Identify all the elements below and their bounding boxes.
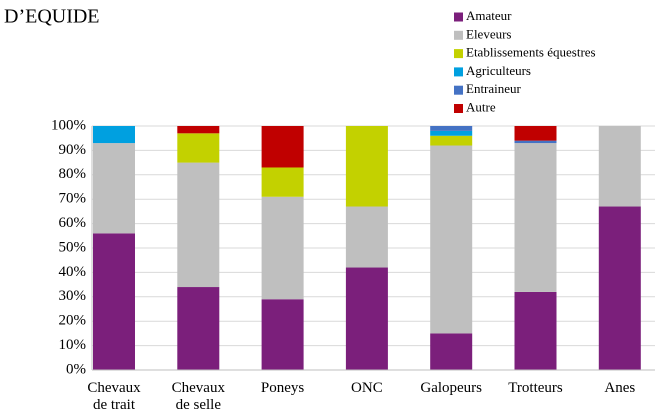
bar-segment (177, 126, 220, 134)
legend-label: Eleveurs (466, 26, 511, 41)
bar-segment (345, 267, 388, 370)
bar-segment (345, 126, 388, 207)
y-tick-label: 60% (59, 215, 87, 231)
x-tick-label: Chevaux de selle (171, 380, 225, 413)
x-tick-label: Trotteurs (508, 380, 563, 396)
y-tick-label: 0% (66, 361, 86, 377)
bar-segment (598, 206, 641, 370)
legend-swatch (454, 67, 463, 77)
bar-segment (430, 126, 473, 131)
y-tick-label: 20% (59, 313, 87, 329)
legend-swatch (454, 30, 463, 40)
y-tick-label: 80% (59, 166, 87, 182)
legend-label: Entraineur (466, 81, 522, 96)
legend-label: Amateur (466, 8, 512, 23)
bar-segment (261, 167, 304, 197)
bar-segment (261, 196, 304, 300)
y-tick-label: 90% (59, 142, 87, 158)
bar-segment (514, 126, 557, 141)
bar-segment (93, 143, 135, 234)
bar-segment (514, 140, 557, 144)
bar-segment (261, 126, 304, 168)
bar-segment (177, 162, 220, 288)
bar-segment (177, 133, 220, 163)
x-tick-label: Chevaux de trait (87, 380, 141, 413)
x-tick-label: Galopeurs (420, 380, 483, 396)
y-tick-label: 40% (59, 264, 87, 280)
legend-swatch (454, 104, 463, 113)
y-tick-label: 100% (51, 117, 86, 133)
bar-segment (514, 143, 557, 292)
legend-swatch (454, 85, 463, 95)
bar-segment (598, 126, 641, 207)
bar-segment (261, 299, 304, 370)
bar-segment (430, 135, 473, 146)
legend-label: Agriculteurs (466, 63, 531, 78)
bar-segment (93, 126, 135, 144)
bar-segment (430, 130, 473, 136)
legend-swatch (454, 49, 463, 59)
x-tick-label: Poneys (260, 380, 305, 396)
x-tick-label: ONC (351, 380, 383, 396)
legend-label: Autre (466, 99, 496, 114)
chart-title: D’EQUIDE (4, 6, 100, 28)
bar-segment (514, 291, 557, 370)
x-tick-label: Anes (604, 380, 636, 396)
y-tick-label: 30% (59, 288, 87, 304)
bar-segment (93, 233, 135, 370)
y-tick-label: 10% (59, 337, 87, 353)
y-tick-label: 70% (59, 191, 87, 207)
y-tick-label: 50% (59, 239, 87, 255)
bar-segment (430, 333, 473, 370)
bar-segment (430, 145, 473, 334)
bar-segment (345, 206, 388, 268)
bar-segment (177, 287, 220, 370)
legend-label: Etablissements équestres (466, 45, 596, 60)
legend-swatch (454, 12, 463, 22)
